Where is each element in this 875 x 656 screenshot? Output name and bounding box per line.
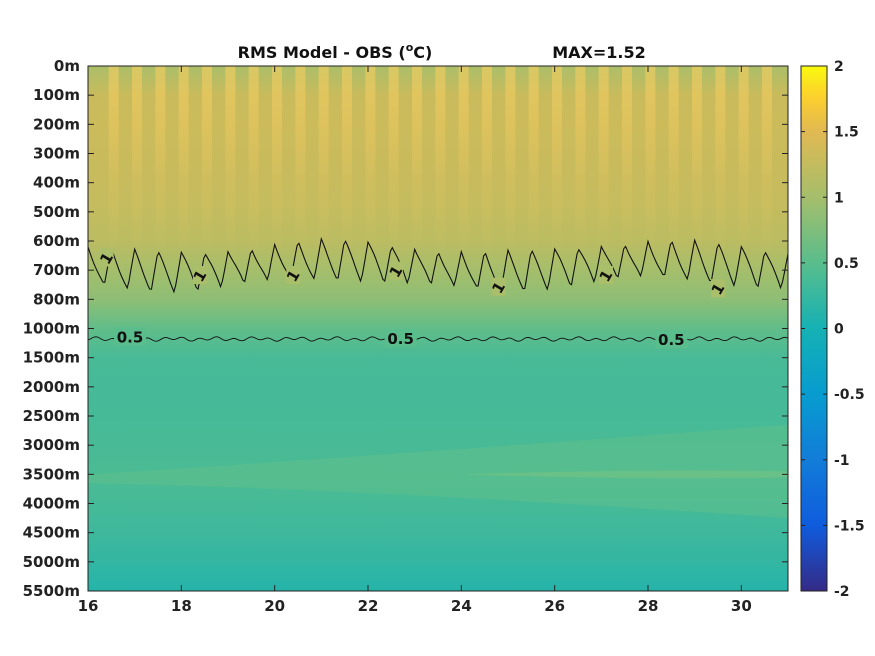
colorbar-tick-label: -1 (834, 453, 850, 469)
variability-stripe (458, 66, 469, 256)
y-tick-label: 3000m (23, 436, 80, 454)
variability-stripe (762, 66, 772, 256)
y-tick-label: 5500m (23, 582, 80, 600)
colorbar-tick-label: -2 (834, 584, 850, 600)
y-tick-label: 2000m (23, 378, 80, 396)
contour-label-bg (286, 266, 301, 284)
x-tick-label: 24 (451, 597, 472, 615)
variability-stripe (552, 66, 562, 256)
colorbar-tick-label: 1 (834, 190, 844, 206)
y-tick-label: 3500m (23, 465, 80, 483)
variability-stripe (575, 66, 586, 256)
x-tick-label: 22 (358, 597, 379, 615)
x-tick-label: 20 (264, 597, 285, 615)
variability-stripe (108, 66, 119, 256)
variability-stripe (272, 66, 282, 256)
contour-label-bg (384, 329, 417, 347)
contour-label-bg (389, 261, 403, 280)
title-unit-superscript: o (406, 41, 414, 54)
y-tick-label: 2500m (23, 407, 80, 425)
variability-stripe (435, 66, 446, 256)
y-tick-label: 600m (33, 232, 80, 250)
x-tick-label: 30 (731, 597, 752, 615)
colorbar-tick-label: 2 (834, 59, 844, 75)
variability-stripe (668, 66, 679, 256)
y-tick-label: 1000m (23, 320, 80, 338)
y-tick-label: 4500m (23, 524, 80, 542)
y-tick-label: 4000m (23, 495, 80, 513)
contour-label-bg (491, 277, 506, 296)
y-tick-label: 1500m (23, 349, 80, 367)
colorbar-tick-label: 0.5 (834, 256, 859, 272)
contour-label-bg (99, 248, 114, 267)
variability-stripe (202, 66, 212, 256)
deep-water-bands (88, 424, 788, 519)
variability-stripe (248, 66, 259, 256)
colorbar-tick-label: -0.5 (834, 387, 865, 403)
variability-stripe (132, 66, 142, 256)
variability-stripe (342, 66, 352, 256)
variability-stripe (622, 66, 632, 256)
colorbar-tick-label: 0 (834, 322, 844, 338)
variability-stripe (388, 66, 399, 256)
deep-band (88, 424, 788, 519)
y-tick-label: 100m (33, 86, 80, 104)
variability-stripe (598, 66, 609, 256)
y-tick-label: 0m (54, 57, 80, 75)
x-tick-label: 16 (78, 597, 99, 615)
y-tick-label: 400m (33, 174, 80, 192)
colorbar-tick-label: -1.5 (834, 518, 865, 534)
contour-label: 0.5 (658, 331, 685, 349)
y-tick-label: 500m (33, 203, 80, 221)
variability-stripe (295, 66, 306, 256)
variability-stripe (225, 66, 236, 256)
colorbar-tick-label: 1.5 (834, 125, 859, 141)
x-tick-label: 18 (171, 597, 192, 615)
contour-label: 0.5 (117, 328, 144, 346)
x-tick-label: 26 (544, 597, 565, 615)
contour-label: 0.5 (387, 330, 414, 348)
colorbar: 2 1.5 1 0.5 0 -0.5 -1 -1.5 -2 (800, 59, 865, 600)
variability-stripe (715, 66, 726, 256)
contour-line-1 (88, 236, 788, 294)
variability-stripe (482, 66, 492, 256)
y-tick-label: 300m (33, 145, 80, 163)
variability-stripe (738, 66, 749, 256)
surface-variability-stripes (108, 66, 772, 256)
variability-stripe (178, 66, 189, 256)
variability-stripe (645, 66, 656, 256)
y-tick-label: 700m (33, 261, 80, 279)
chart-title: RMS Model - OBS (oC) (238, 41, 433, 62)
contour-label-bg (711, 279, 725, 298)
y-tick-label: 5000m (23, 553, 80, 571)
y-tick-label: 800m (33, 290, 80, 308)
variability-stripe (365, 66, 376, 256)
variability-stripe (155, 66, 166, 256)
contour-label-bg (655, 330, 688, 349)
contour-label-bg (599, 266, 613, 284)
x-tick-label: 28 (638, 597, 659, 615)
contour-label-bg (114, 327, 146, 346)
y-tick-label: 200m (33, 115, 80, 133)
title-unit-tail: C) (413, 43, 432, 62)
contour-label-bg (193, 266, 207, 284)
variability-stripe (505, 66, 516, 256)
variability-stripe (528, 66, 539, 256)
max-label: MAX=1.52 (552, 43, 646, 62)
variability-stripe (412, 66, 422, 256)
deep-band (461, 470, 788, 479)
variability-stripe (318, 66, 329, 256)
variability-stripe (692, 66, 702, 256)
